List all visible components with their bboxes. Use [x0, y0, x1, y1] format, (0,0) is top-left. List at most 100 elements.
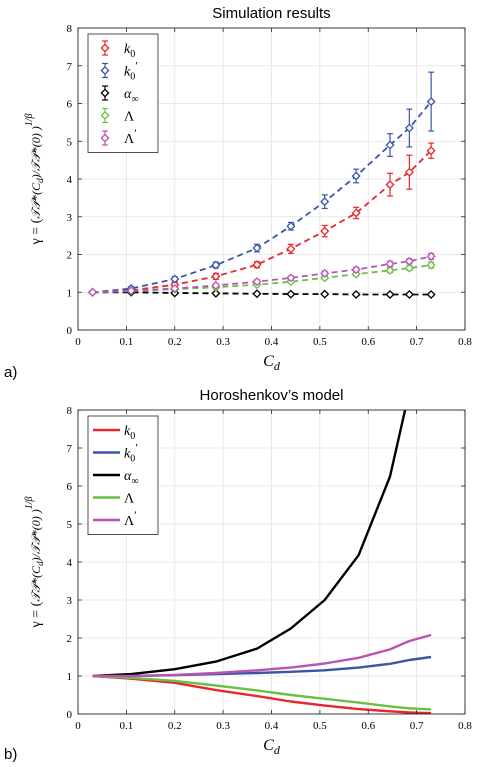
y-axis-label: γ = (𝒯𝒫*(Cd)/𝒯𝒫*(0) )1/β: [24, 496, 45, 628]
legend-label: Λ′: [124, 508, 137, 529]
data-point: [126, 286, 136, 296]
series-4: [87, 251, 436, 297]
data-point: [252, 260, 262, 270]
legend-entry: k0′: [100, 59, 138, 83]
data-point: [170, 283, 180, 293]
data-point: [385, 259, 395, 269]
y-tick-label: 6: [67, 481, 73, 493]
data-point: [385, 180, 395, 190]
data-point: [426, 97, 436, 107]
legend-entry: Λ: [100, 107, 135, 125]
data-point: [385, 289, 395, 300]
legend-label-part: ∞: [131, 94, 138, 105]
y-tick-label: 4: [67, 557, 73, 569]
legend-label-part: 0: [130, 454, 135, 465]
series-3: [92, 674, 432, 711]
legend-label-part: 0: [130, 72, 135, 83]
series-0: [92, 674, 432, 714]
data-point: [404, 167, 414, 177]
series-line: [92, 674, 432, 711]
data-point: [351, 289, 361, 300]
y-tick-label: 8: [67, 405, 73, 417]
data-point: [252, 243, 262, 253]
x-tick-label: 0.6: [361, 720, 375, 732]
x-tick-label: 0: [75, 720, 81, 732]
x-axis-label-part: C: [263, 737, 274, 754]
legend-entry: α∞: [93, 469, 139, 487]
data-point: [385, 265, 395, 275]
y-tick-label: 2: [67, 250, 73, 262]
legend-label: Λ′: [124, 126, 137, 147]
legend-label-part: Λ: [124, 132, 135, 147]
legend-entry: Λ′: [93, 508, 137, 529]
x-axis-label: Cd: [263, 737, 281, 757]
y-tick-label: 8: [67, 23, 73, 35]
x-tick-label: 0.4: [265, 720, 279, 732]
legend-label: k0: [124, 424, 135, 442]
x-tick-label: 0.8: [458, 336, 472, 348]
legend-label: k0: [124, 42, 135, 60]
legend-box: [87, 33, 159, 153]
data-point: [385, 140, 395, 150]
x-tick-label: 0.7: [410, 336, 424, 348]
legend-label-part: ∞: [131, 476, 138, 487]
x-tick-label: 0.3: [216, 720, 230, 732]
data-point: [100, 133, 110, 143]
legend-label: α∞: [124, 87, 139, 105]
x-tick-label: 0.5: [313, 720, 327, 732]
legend-label-part: ′: [134, 508, 137, 522]
series-layer: [92, 410, 432, 714]
legend-label-part: Λ: [124, 492, 135, 507]
data-point: [87, 287, 98, 297]
data-point: [286, 244, 296, 254]
y-tick-label: 1: [67, 287, 73, 299]
y-tick-label: 1: [67, 671, 73, 683]
chart-panel-b: 0 0.1 0.2 0.3 0.4 0.5 0.6 0.7 0.8 0 1 2 3 4 5 6 7 8 Horosh…: [4, 387, 472, 763]
data-point: [320, 273, 330, 283]
y-tick-label: 3: [67, 212, 73, 224]
legend-entry: k0: [100, 40, 135, 60]
data-point: [320, 226, 330, 236]
data-point: [211, 260, 221, 270]
data-point: [252, 289, 262, 299]
chart-panel-a: 0 0.1 0.2 0.3 0.4 0.5 0.6 0.7 0.8 0 1 2 3 4 5 6 7 8 Simula…: [4, 5, 472, 381]
series-line: [92, 255, 432, 294]
data-point: [426, 146, 436, 156]
series-layer: [87, 71, 436, 300]
x-tick-label: 0.3: [216, 336, 230, 348]
legend-label-part: k: [124, 447, 131, 462]
data-point: [320, 268, 330, 278]
y-axis-label-part: d: [35, 178, 45, 183]
x-axis-label-part: C: [263, 353, 274, 370]
legend-label-part: Λ: [124, 110, 135, 125]
data-point: [286, 273, 296, 283]
x-axis-label-part: d: [274, 743, 281, 757]
x-tick-label: 0.2: [168, 720, 182, 732]
x-tick-label: 0.5: [313, 336, 327, 348]
legend-entry: k0: [93, 424, 135, 442]
data-point: [100, 65, 110, 76]
legend-label-part: 0: [130, 49, 135, 60]
panel-label: a): [4, 364, 17, 381]
legend-label-part: Λ: [124, 514, 135, 529]
x-tick-label: 0.2: [168, 336, 182, 348]
series-line: [92, 291, 432, 296]
legend-label: k0′: [124, 441, 138, 465]
y-axis-label-part: 𝒯𝒫*(C: [29, 565, 43, 602]
y-axis-label-part: 1/β: [24, 496, 35, 509]
legend-label-part: α: [124, 87, 132, 102]
series-1: [87, 71, 436, 297]
data-point: [100, 110, 110, 121]
legend-label-part: ′: [135, 59, 138, 73]
panel-label: b): [4, 746, 17, 763]
x-tick-label: 0.4: [265, 336, 279, 348]
data-point: [426, 251, 436, 261]
legend-entry: α∞: [100, 85, 139, 105]
data-point: [100, 88, 110, 98]
data-point: [351, 265, 361, 275]
data-point: [252, 277, 262, 287]
y-axis-label-part: γ = (: [29, 218, 44, 245]
data-point: [404, 289, 414, 300]
x-tick-label: 0.1: [120, 720, 134, 732]
